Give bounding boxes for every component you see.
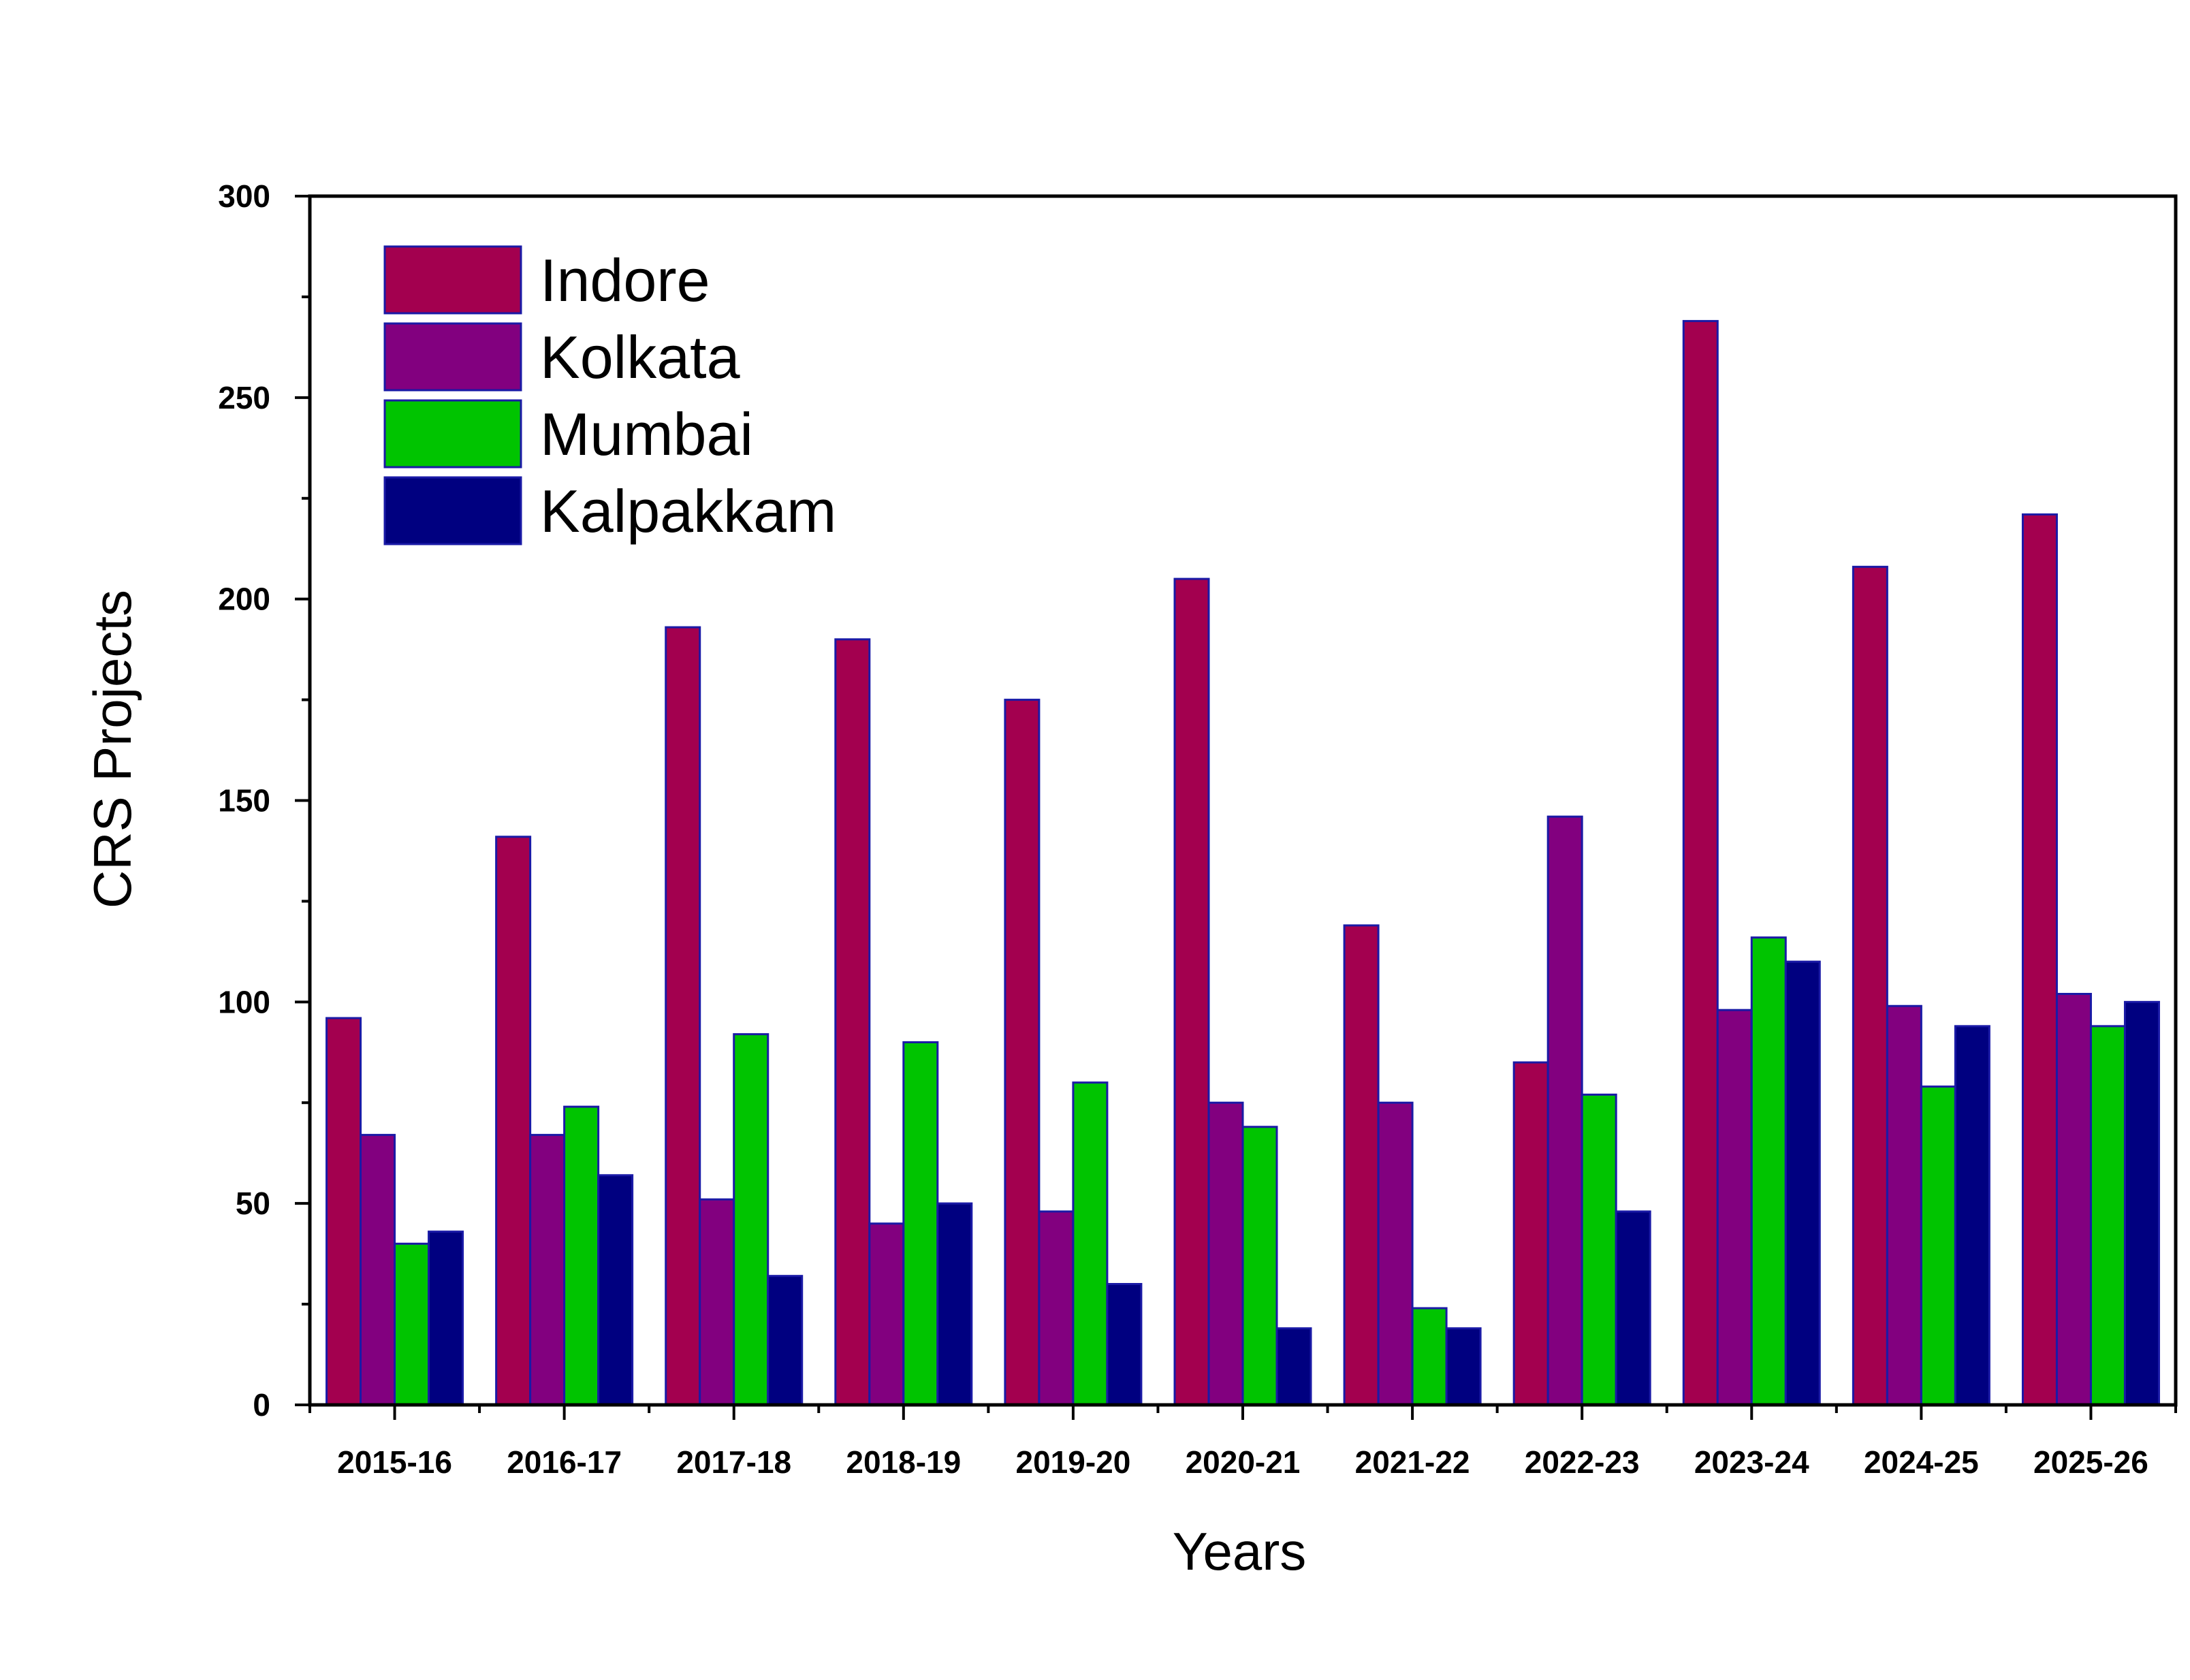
bar-mumbai-2021-22 bbox=[1411, 1307, 1448, 1406]
bar-indore-2019-20 bbox=[1004, 699, 1041, 1406]
legend: Indore Kolkata Mumbai Kalpakkam bbox=[383, 245, 836, 545]
bar-kolkata-2017-18 bbox=[699, 1198, 735, 1406]
bar-kalpakkam-2016-17 bbox=[597, 1174, 634, 1406]
bar-indore-2018-19 bbox=[834, 638, 871, 1406]
labels-layer: 0 50 100 150 200 250 300 2015-16 2016-17 2017-18 2… bbox=[218, 178, 2148, 1480]
bar-indore-2024-25 bbox=[1852, 565, 1888, 1406]
bar-kalpakkam-2022-23 bbox=[1615, 1210, 1651, 1406]
x-tick-label: 2023-24 bbox=[1694, 1444, 1809, 1480]
bar-mumbai-2017-18 bbox=[733, 1033, 769, 1406]
bar-kalpakkam-2020-21 bbox=[1275, 1327, 1312, 1406]
bar-mumbai-2015-16 bbox=[394, 1242, 430, 1406]
legend-label-indore: Indore bbox=[540, 247, 710, 314]
legend-swatch-indore bbox=[383, 245, 522, 315]
y-tick-label: 250 bbox=[218, 380, 270, 415]
y-tick-label: 200 bbox=[218, 582, 270, 617]
bar-kalpakkam-2023-24 bbox=[1784, 960, 1821, 1406]
bar-kalpakkam-2021-22 bbox=[1445, 1327, 1482, 1406]
x-tick-label: 2017-18 bbox=[676, 1444, 791, 1480]
bar-mumbai-2023-24 bbox=[1750, 936, 1787, 1406]
bar-kolkata-2019-20 bbox=[1038, 1210, 1075, 1406]
bar-kalpakkam-2018-19 bbox=[936, 1202, 973, 1406]
y-tick-label: 0 bbox=[253, 1387, 270, 1423]
bar-indore-2023-24 bbox=[1682, 319, 1719, 1406]
bar-kalpakkam-2024-25 bbox=[1954, 1025, 1990, 1406]
bar-indore-2021-22 bbox=[1343, 924, 1380, 1406]
bar-kolkata-2015-16 bbox=[360, 1134, 396, 1406]
legend-swatch-kalpakkam bbox=[383, 476, 522, 545]
legend-label-kalpakkam: Kalpakkam bbox=[540, 477, 836, 545]
bar-mumbai-2022-23 bbox=[1581, 1093, 1617, 1406]
x-tick-label: 2015-16 bbox=[337, 1444, 452, 1480]
legend-swatch-kolkata bbox=[383, 322, 522, 392]
y-tick-label: 100 bbox=[218, 984, 270, 1019]
bar-indore-2015-16 bbox=[326, 1017, 362, 1406]
bar-kalpakkam-2019-20 bbox=[1106, 1283, 1143, 1406]
bar-kolkata-2024-25 bbox=[1886, 1004, 1922, 1406]
x-tick-label: 2024-25 bbox=[1864, 1444, 1979, 1480]
bar-mumbai-2016-17 bbox=[563, 1105, 600, 1406]
legend-label-mumbai: Mumbai bbox=[540, 400, 753, 468]
bar-kalpakkam-2025-26 bbox=[2123, 1000, 2160, 1406]
y-tick-label: 300 bbox=[218, 178, 270, 214]
bar-mumbai-2020-21 bbox=[1241, 1126, 1278, 1406]
axes-layer bbox=[295, 194, 2178, 1420]
bar-kolkata-2025-26 bbox=[2055, 993, 2092, 1406]
bar-kalpakkam-2017-18 bbox=[767, 1275, 804, 1406]
bar-mumbai-2024-25 bbox=[1920, 1085, 1956, 1406]
bar-kalpakkam-2015-16 bbox=[428, 1231, 464, 1406]
bar-kolkata-2016-17 bbox=[529, 1134, 566, 1406]
bar-kolkata-2023-24 bbox=[1716, 1009, 1753, 1406]
bar-kolkata-2022-23 bbox=[1546, 815, 1583, 1406]
bar-kolkata-2018-19 bbox=[868, 1222, 905, 1406]
bar-indore-2016-17 bbox=[495, 836, 532, 1406]
bar-mumbai-2018-19 bbox=[902, 1041, 939, 1406]
x-tick-label: 2021-22 bbox=[1355, 1444, 1470, 1480]
legend-swatch-mumbai bbox=[383, 399, 522, 469]
bar-kolkata-2021-22 bbox=[1377, 1101, 1414, 1406]
bar-indore-2017-18 bbox=[665, 626, 701, 1406]
bar-mumbai-2025-26 bbox=[2089, 1025, 2126, 1406]
x-tick-label: 2018-19 bbox=[846, 1444, 961, 1480]
bars-layer bbox=[326, 319, 2160, 1406]
bar-indore-2022-23 bbox=[1512, 1061, 1549, 1406]
y-axis-title: CRS Projects bbox=[82, 590, 142, 908]
bar-kolkata-2020-21 bbox=[1207, 1101, 1244, 1406]
bar-indore-2020-21 bbox=[1173, 577, 1210, 1406]
legend-label-kolkata: Kolkata bbox=[540, 323, 740, 391]
bar-mumbai-2019-20 bbox=[1072, 1081, 1109, 1406]
bar-indore-2025-26 bbox=[2021, 513, 2058, 1406]
y-tick-label: 150 bbox=[218, 783, 270, 819]
x-tick-label: 2019-20 bbox=[1015, 1444, 1130, 1480]
x-tick-label: 2016-17 bbox=[507, 1444, 622, 1480]
x-axis-title: Years bbox=[1173, 1521, 1307, 1581]
x-tick-label: 2022-23 bbox=[1525, 1444, 1640, 1480]
x-tick-label: 2020-21 bbox=[1186, 1444, 1301, 1480]
y-tick-label: 50 bbox=[236, 1186, 270, 1221]
x-tick-label: 2025-26 bbox=[2033, 1444, 2148, 1480]
